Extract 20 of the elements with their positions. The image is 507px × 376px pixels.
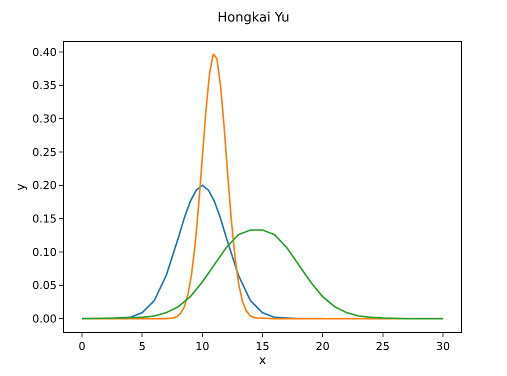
x-tick-label: 30 [436,340,450,354]
x-tick-label: 5 [138,340,146,354]
x-tick-label: 0 [78,340,86,354]
chart-title: Hongkai Yu [218,10,290,26]
x-tick-label: 10 [195,340,210,354]
x-tick-label: 15 [256,340,270,354]
y-tick-label: 0.20 [32,179,57,192]
y-tick-label: 0.05 [32,279,57,292]
x-tick-label: 20 [316,340,330,354]
y-tick-label: 0.40 [32,46,57,59]
y-tick-label: 0.30 [32,112,57,126]
y-axis-title: y [14,183,28,191]
y-tick-label: 0.15 [32,212,57,226]
x-axis-title: x [258,353,266,368]
y-tick-label: 0.25 [32,146,57,159]
line-series [81,229,444,320]
y-tick-label: 0.10 [32,246,57,259]
x-tick-label: 25 [376,340,390,354]
y-tick-label: 0.00 [32,312,57,326]
y-tick-label: 0.35 [32,79,57,92]
